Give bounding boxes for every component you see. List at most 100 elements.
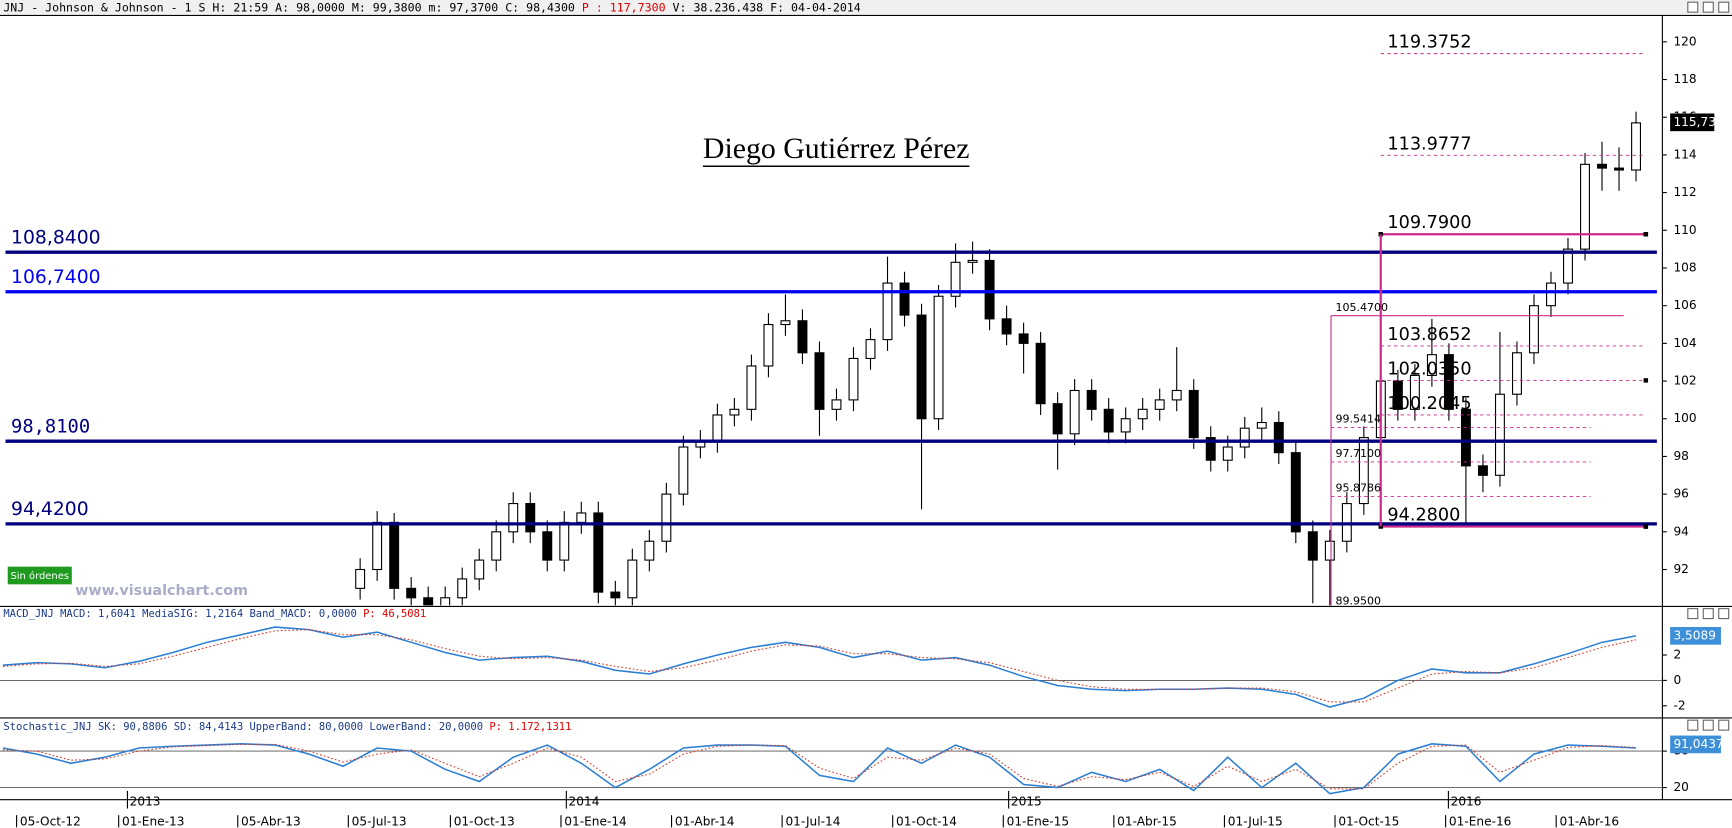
indicator-header-part: P: 46,5081 — [363, 608, 426, 620]
candle-body — [1443, 354, 1454, 410]
y-tick-label: 0 — [1673, 673, 1681, 687]
fib-handle — [1378, 524, 1383, 529]
candle-body — [916, 314, 927, 420]
candle-body — [1460, 408, 1471, 467]
candle-body — [627, 559, 638, 599]
y-tick-label: 108 — [1673, 260, 1696, 274]
y-tick-label: 112 — [1673, 185, 1696, 199]
y-tick-label: -2 — [1673, 698, 1685, 712]
candle-body — [389, 521, 400, 589]
last-value-box — [1670, 627, 1721, 645]
candle-body — [797, 320, 808, 354]
button[interactable] — [1718, 1, 1730, 13]
button[interactable] — [1718, 719, 1730, 731]
button[interactable] — [1687, 719, 1699, 731]
candle-body — [440, 597, 451, 606]
candle-body — [1137, 408, 1148, 420]
candle-body — [1563, 248, 1573, 284]
y-tick-label: 110 — [1673, 223, 1696, 237]
y-tick-label: 20 — [1673, 780, 1688, 794]
header-price: P : 117,7300 — [582, 0, 666, 14]
indicator-line — [2, 629, 1637, 703]
y-tick-label: 104 — [1673, 336, 1696, 350]
candle-body — [1205, 437, 1216, 461]
candle-body — [1614, 167, 1624, 171]
button[interactable] — [1702, 608, 1714, 620]
indicator-header: MACD_JNJ MACD: 1,6041 MediaSIG: 1,2164 B… — [3, 608, 426, 620]
button[interactable] — [1687, 608, 1699, 620]
year-label: 2015 — [1011, 794, 1042, 808]
status: Sin órdenes — [11, 570, 70, 582]
y-tick-label: 92 — [1673, 562, 1688, 576]
fib-small-label: 99.5414 — [1335, 413, 1381, 426]
candle-body — [1477, 465, 1488, 476]
header-volume: V: 38.236.438 F: 04-04-2014 — [673, 0, 861, 14]
fib-small-label: 97.7100 — [1335, 447, 1381, 460]
candle-body — [882, 282, 893, 341]
fib-small-label: 105.4700 — [1335, 301, 1388, 314]
candle-body — [355, 568, 366, 589]
candle-body — [423, 597, 434, 606]
fib-label: 119.3752 — [1387, 33, 1471, 53]
y-tick-label: 102 — [1673, 374, 1696, 388]
button[interactable] — [1718, 608, 1730, 620]
indicator-header-part: MACD_JNJ MACD: 1,6041 MediaSIG: 1,2164 B… — [3, 608, 356, 620]
candle-body — [1631, 122, 1642, 171]
candle-body — [1511, 352, 1522, 395]
candle-body — [848, 357, 859, 401]
button[interactable] — [1687, 1, 1699, 13]
candle-body — [1171, 389, 1182, 401]
fib-label: 94.2800 — [1387, 505, 1460, 525]
button[interactable] — [1702, 1, 1714, 13]
year-label: 2013 — [130, 794, 161, 808]
candle-body — [491, 531, 502, 561]
last-price-label: 115,73 — [1673, 115, 1715, 129]
indicator-header-part: Stochastic_JNJ SK: 90,8806 SD: 84,4143 U… — [3, 721, 483, 733]
x-tick-label: 01-Jul-15 — [1228, 814, 1283, 828]
candle-body — [1035, 342, 1046, 405]
fib-handle — [1643, 378, 1649, 383]
candle-body — [984, 259, 995, 320]
candle-body — [1597, 163, 1607, 169]
candle-body — [457, 578, 468, 599]
x-tick-label: 01-Oct-13 — [454, 814, 515, 828]
candle-body — [474, 559, 485, 580]
level-label: 106,7400 — [11, 267, 101, 288]
fib-label: 103.8652 — [1387, 325, 1471, 345]
fib-small-label: 89.9500 — [1335, 595, 1381, 608]
candle-body — [1580, 163, 1590, 250]
last-value-box — [1670, 735, 1721, 754]
x-tick-label: 05-Abr-13 — [241, 814, 301, 828]
candle-body — [950, 261, 961, 297]
fib-label: 109.7900 — [1387, 213, 1471, 233]
candle-body — [1307, 531, 1318, 561]
y-tick-label: 96 — [1673, 487, 1688, 501]
candle-body — [1001, 318, 1012, 335]
level-label: 98,8100 — [11, 416, 90, 437]
candle-body — [1120, 418, 1131, 433]
candle-body — [1273, 421, 1284, 454]
candle-body — [729, 408, 740, 416]
candle-body — [508, 502, 519, 533]
y-tick-label: 100 — [1673, 411, 1696, 425]
candle-body — [712, 414, 723, 442]
x-tick-label: 01-Abr-14 — [675, 814, 735, 828]
candle-body — [1256, 421, 1267, 429]
x-tick-label: 05-Jul-13 — [352, 814, 407, 828]
candle-body — [1290, 452, 1301, 533]
x-tick-label: 01-Ene-13 — [122, 814, 184, 828]
button[interactable] — [1702, 719, 1714, 731]
header: JNJ - Johnson & Johnson - 1 S H: 21:59 A… — [3, 0, 860, 14]
watermark: www.visualchart.com — [75, 583, 248, 599]
indicator-line — [2, 626, 1637, 708]
year-label: 2014 — [569, 794, 600, 808]
panel-buttons[interactable] — [1687, 1, 1730, 731]
candle-body — [678, 446, 689, 495]
y-tick-label: 98 — [1673, 449, 1688, 463]
candle-body — [967, 259, 978, 263]
y-tick-label: 118 — [1673, 72, 1696, 86]
x-tick-label: 01-Oct-14 — [896, 814, 957, 828]
y-tick-label: 2 — [1673, 648, 1681, 662]
